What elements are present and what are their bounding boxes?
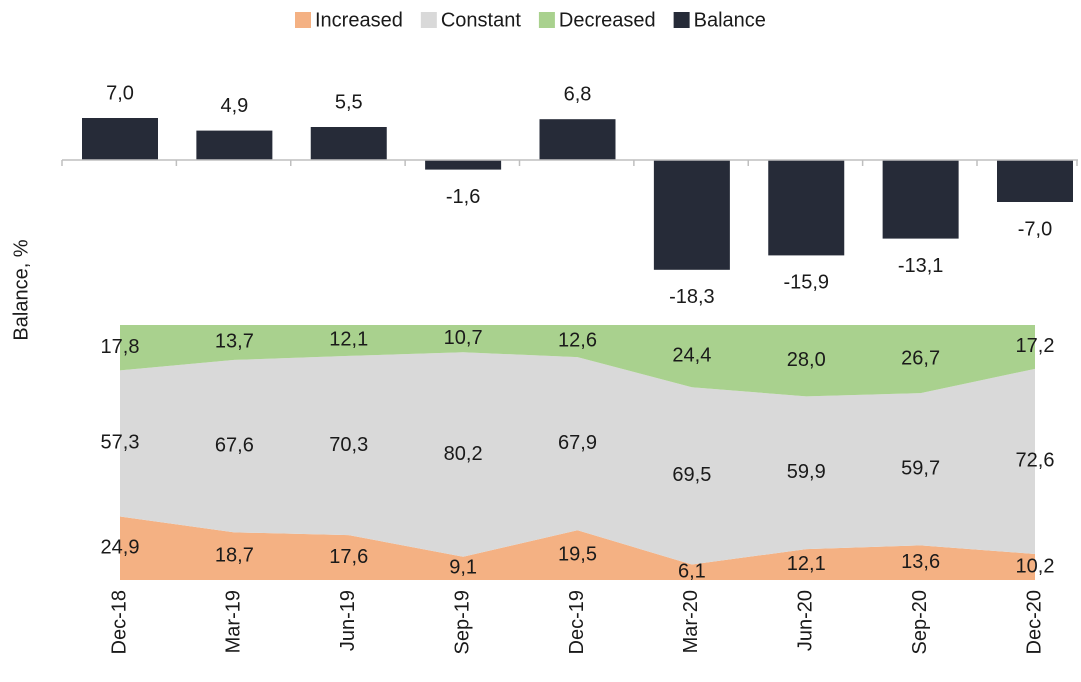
x-tick-label: Dec-18: [108, 590, 130, 654]
legend-swatch: [673, 12, 690, 28]
data-label: 72,6: [1016, 450, 1055, 472]
data-label: -15,9: [783, 272, 829, 294]
data-label: -18,3: [669, 286, 715, 308]
data-label: 17,2: [1016, 335, 1055, 357]
data-label: -1,6: [446, 186, 480, 208]
data-label: 28,0: [787, 349, 826, 371]
bar: [425, 160, 502, 170]
data-label: 19,5: [558, 543, 597, 565]
bar: [82, 118, 158, 160]
area: [120, 325, 1035, 397]
x-tick-label: Dec-20: [1023, 590, 1045, 654]
bar: [653, 160, 730, 270]
data-label: 4,9: [220, 95, 248, 117]
data-label: 10,2: [1016, 555, 1055, 577]
legend-label: Increased: [315, 9, 403, 31]
x-tick-label: Dec-19: [566, 590, 588, 654]
data-label: 57,3: [101, 432, 140, 454]
bar: [882, 160, 959, 239]
data-label: 9,1: [449, 557, 477, 579]
legend-label: Constant: [441, 9, 521, 31]
data-label: 17,8: [101, 336, 140, 358]
data-label: 12,6: [558, 329, 597, 351]
area: [120, 352, 1035, 565]
legend-swatch: [538, 12, 555, 28]
area: [120, 516, 1035, 580]
y-axis-label: Balance, %: [10, 239, 32, 340]
data-label: 5,5: [335, 91, 363, 113]
data-label: 6,8: [564, 83, 592, 105]
data-label: 24,9: [101, 537, 140, 559]
data-label: 26,7: [901, 347, 940, 369]
legend-label: Balance: [694, 9, 766, 31]
data-label: 17,6: [329, 546, 368, 568]
data-label: 69,5: [672, 464, 711, 486]
bar: [310, 127, 387, 160]
data-label: 18,7: [215, 544, 254, 566]
x-tick-label: Mar-20: [680, 590, 702, 653]
data-label: 10,7: [444, 327, 483, 349]
legend-swatch: [420, 12, 437, 28]
data-label: 67,6: [215, 434, 254, 456]
data-label: 12,1: [329, 329, 368, 351]
data-label: 7,0: [106, 82, 134, 104]
bar: [768, 160, 845, 256]
bar: [196, 130, 273, 160]
data-label: -7,0: [1018, 218, 1052, 240]
data-label: 13,6: [901, 551, 940, 573]
data-label: 59,9: [787, 461, 826, 483]
data-label: 12,1: [787, 553, 826, 575]
data-label: 59,7: [901, 457, 940, 479]
x-tick-label: Mar-19: [223, 590, 245, 653]
x-tick-label: Jun-19: [337, 590, 359, 651]
bar: [997, 160, 1073, 202]
data-label: 24,4: [672, 344, 711, 366]
data-label: 70,3: [329, 434, 368, 456]
data-label: 67,9: [558, 432, 597, 454]
data-label: -13,1: [898, 255, 944, 277]
data-label: 13,7: [215, 331, 254, 353]
x-tick-label: Jun-20: [795, 590, 817, 651]
x-tick-label: Sep-20: [909, 590, 931, 655]
legend-label: Decreased: [559, 9, 656, 31]
legend-swatch: [295, 12, 311, 28]
x-tick-label: Sep-19: [451, 590, 473, 655]
data-label: 6,1: [678, 561, 706, 583]
bar: [539, 119, 616, 160]
data-label: 80,2: [444, 443, 483, 465]
